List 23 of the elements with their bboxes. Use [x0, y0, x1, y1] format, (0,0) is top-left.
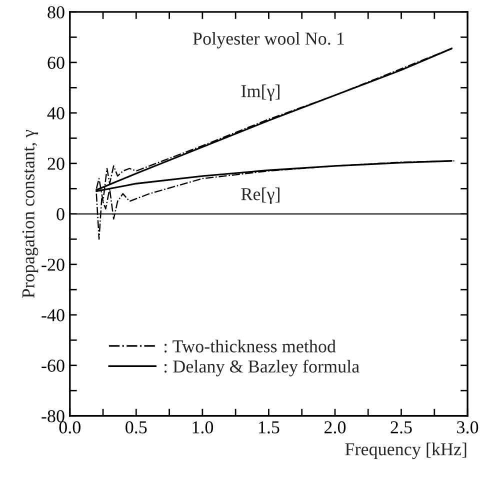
legend-label: : Delany & Bazley formula	[164, 360, 360, 376]
x-tick-label: 1.5	[259, 421, 280, 434]
y-tick-label: 40	[47, 107, 64, 120]
y-tick-label: -40	[42, 309, 64, 322]
x-tick-label: 3.0	[457, 421, 478, 434]
text: Polyester wool No. 1	[193, 32, 344, 48]
y-tick-label: 80	[48, 6, 64, 18]
x-tick-label: 0.0	[59, 421, 80, 434]
y-axis-title: Propagation constant, γ	[22, 130, 38, 298]
y-tick-label: 0	[56, 208, 64, 220]
y-tick-label: -80	[42, 410, 64, 422]
y-tick-label: -20	[42, 258, 64, 271]
x-tick-label: 2.5	[390, 421, 412, 434]
x-tick-label: 0.5	[126, 421, 147, 434]
x-tick-label: 1.0	[192, 421, 214, 434]
x-tick-label: 2.0	[324, 421, 346, 434]
y-tick-label: 60	[48, 56, 64, 69]
x-axis-title: Frequency [kHz]	[345, 442, 466, 460]
y-tick-label: -60	[42, 360, 64, 372]
y-tick-label: 20	[48, 158, 64, 170]
legend-label: : Two-thickness method	[164, 340, 336, 353]
annotation: Re[γ]	[241, 188, 280, 204]
annotation: Im[γ]	[241, 84, 280, 101]
